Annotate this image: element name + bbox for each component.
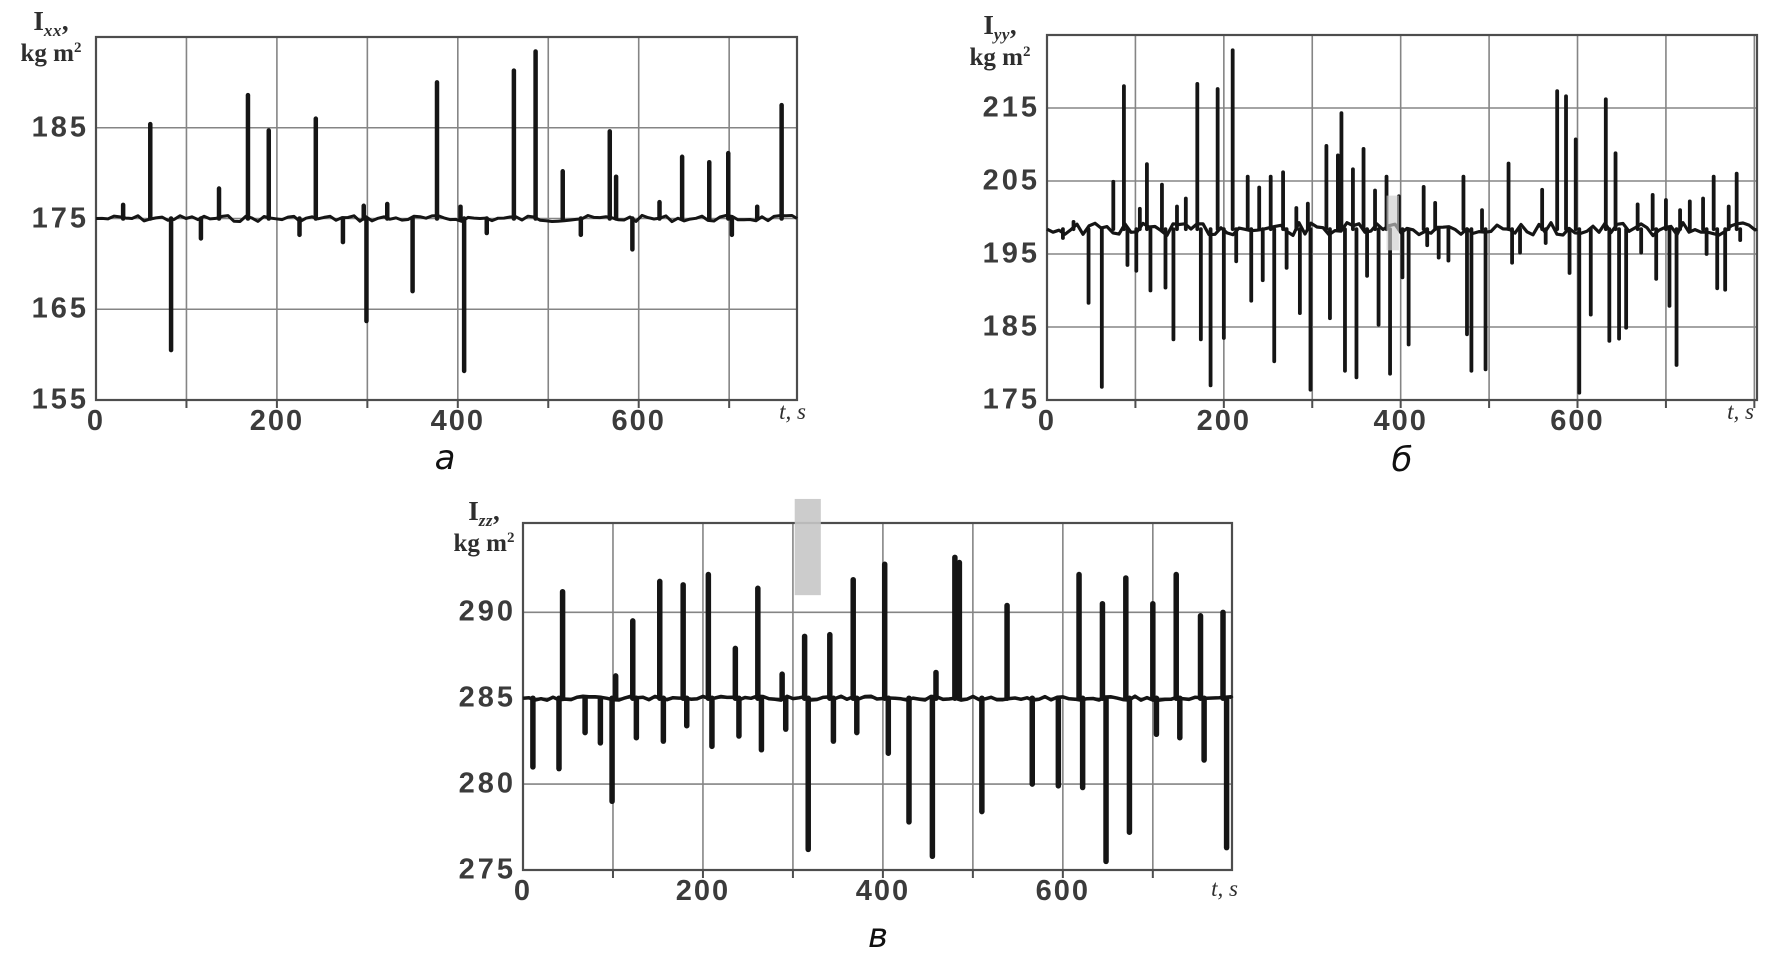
plot-area-ixx	[94, 35, 799, 408]
scan-artifact	[794, 498, 821, 596]
panel-caption-v: в	[867, 916, 889, 956]
x-axis-label-v: t, s	[1211, 876, 1238, 901]
y-tick-label: 185	[31, 111, 89, 144]
y-tick-label: 215	[982, 91, 1040, 124]
y-tick-label: 165	[31, 292, 89, 325]
x-tick-label: 0	[1037, 405, 1057, 437]
y-tick-label: 155	[31, 383, 89, 416]
baseline-trace	[522, 694, 1234, 702]
x-tick-label: 200	[1196, 405, 1252, 437]
x-tick-label: 600	[1550, 405, 1605, 437]
plot-area-iyy	[1045, 33, 1759, 408]
y-axis-unit: kg m2	[453, 530, 515, 558]
x-tick-label: 600	[1035, 875, 1091, 907]
x-axis-label-a: t, s	[779, 399, 806, 424]
y-axis-unit: kg m2	[969, 44, 1031, 72]
panel-caption-a: a	[434, 438, 456, 478]
x-tick-label: 600	[611, 405, 666, 437]
y-axis-symbol: Iyy,	[983, 10, 1017, 44]
x-axis-label-b: t, s	[1727, 399, 1754, 424]
y-tick-label: 175	[31, 202, 89, 234]
y-tick-label: 290	[458, 595, 516, 628]
x-tick-label: 400	[430, 405, 485, 437]
y-tick-label: 185	[982, 310, 1040, 343]
plot-area-izz	[521, 498, 1234, 878]
x-tick-label: 0	[86, 405, 106, 437]
y-tick-label: 175	[982, 383, 1040, 416]
x-tick-label: 400	[855, 875, 911, 907]
x-tick-label: 200	[675, 875, 731, 907]
y-axis-symbol: Izz,	[468, 496, 500, 530]
x-tick-label: 400	[1373, 405, 1428, 437]
x-tick-label: 0	[513, 875, 533, 907]
y-axis-label-ixx: Ixx, kg m2	[8, 6, 94, 68]
y-axis-unit: kg m2	[20, 40, 82, 68]
plot-border	[1045, 33, 1759, 402]
y-axis-label-izz: Izz, kg m2	[442, 496, 526, 558]
x-tick-label: 200	[249, 405, 305, 437]
panel-caption-b: б	[1391, 440, 1413, 480]
y-tick-label: 280	[458, 767, 516, 800]
y-tick-label: 205	[982, 164, 1040, 197]
scan-artifact	[1386, 195, 1399, 251]
y-tick-label: 285	[458, 681, 516, 714]
y-axis-symbol: Ixx,	[33, 6, 69, 40]
y-tick-label: 275	[458, 853, 516, 886]
y-axis-label-iyy: Iyy, kg m2	[956, 10, 1044, 72]
y-tick-label: 195	[982, 237, 1040, 270]
